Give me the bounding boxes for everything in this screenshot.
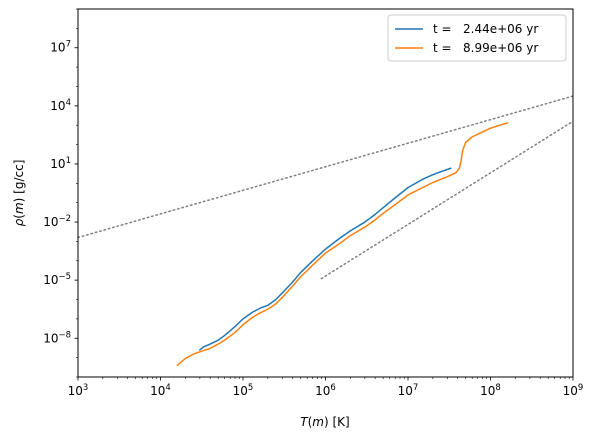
x-axis-label: T(m) [K]	[300, 415, 349, 429]
legend-label-series-1: t = 2.44e+06 yr	[433, 22, 538, 36]
x-tick-label: 108	[480, 383, 501, 398]
plot-area	[78, 9, 573, 377]
y-axis-label: ρ(m) [g/cc]	[12, 160, 26, 227]
x-tick-label: 103	[68, 383, 89, 398]
reference-line-1	[77, 95, 574, 239]
y-tick-label: 10−8	[43, 330, 71, 345]
series-lines	[176, 122, 509, 367]
x-tick-label: 105	[233, 383, 254, 398]
y-axis-ticks	[74, 8, 78, 378]
y-tick-label: 104	[50, 98, 71, 113]
y-axis-tick-labels: 10−8 10−5 10−2 101 104 107	[43, 40, 71, 346]
legend-box	[387, 14, 567, 62]
x-tick-label: 107	[398, 383, 419, 398]
y-tick-label: 101	[50, 156, 71, 171]
y-tick-label: 10−5	[43, 272, 71, 287]
x-tick-label: 106	[315, 383, 336, 398]
x-axis-tick-labels: 103 104 105 106 107 108 109	[68, 383, 584, 398]
legend: t = 2.44e+06 yr t = 8.99e+06 yr	[387, 14, 567, 62]
x-tick-label: 109	[563, 383, 584, 398]
series-line-2	[176, 122, 509, 367]
reference-lines	[77, 95, 574, 280]
y-tick-label: 107	[50, 40, 71, 55]
reference-line-2	[320, 120, 574, 280]
y-tick-label: 10−2	[43, 214, 71, 229]
x-axis-ticks	[77, 377, 574, 381]
x-tick-label: 104	[150, 383, 171, 398]
legend-label-series-2: t = 8.99e+06 yr	[433, 41, 538, 55]
series-line-1	[199, 167, 452, 351]
